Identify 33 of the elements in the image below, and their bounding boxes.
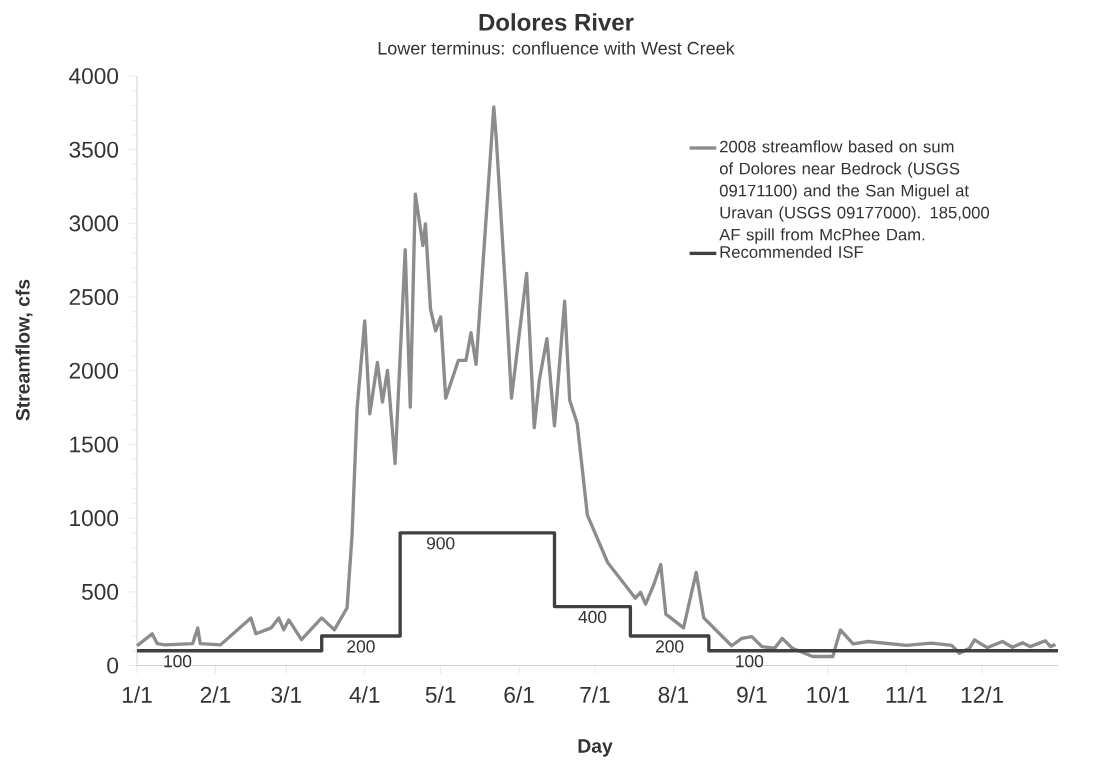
y-tick-label: 4000	[69, 67, 119, 85]
y-tick-label: 2500	[69, 289, 119, 306]
data-label: 100	[736, 655, 764, 668]
x-tick-label: 2/1	[200, 686, 231, 703]
y-axis-title: Streamflow, cfs	[15, 279, 33, 421]
x-axis-title: Day	[578, 739, 613, 757]
data-label: 200	[347, 640, 375, 653]
x-tick-label: 12/1	[961, 686, 1004, 703]
x-tick-label: 4/1	[349, 686, 380, 703]
x-tick-label: 1/1	[122, 686, 152, 703]
y-tick-label: 3500	[69, 141, 119, 158]
y-tick-label: 1500	[70, 436, 119, 453]
x-tick-label: 11/1	[886, 686, 927, 703]
legend-label: 2008 streamflow based on sum of Dolores near Bedrock (USGS 09171100) and the San Miguel at Uravan (USGS 09177000). 185,000 AF spill from McPhee Dam.	[719, 140, 990, 244]
chart-title: Dolores River	[479, 13, 634, 31]
chart-subtitle: Lower terminus: confluence with West Creek	[378, 41, 735, 55]
data-label: 200	[656, 640, 684, 653]
x-tick-label: 9/1	[737, 686, 767, 703]
y-tick-label: 1000	[70, 510, 119, 527]
y-tick-label: 500	[82, 583, 119, 600]
data-label: 900	[426, 537, 455, 550]
y-tick-label: 2000	[69, 362, 119, 379]
data-label: 100	[164, 655, 192, 668]
y-tick-label: 0	[107, 657, 119, 674]
x-tick-label: 3/1	[271, 686, 301, 703]
x-tick-label: 5/1	[425, 686, 456, 703]
legend-label: Recommended ISF	[720, 245, 864, 258]
x-tick-label: 7/1	[580, 686, 610, 703]
data-label: 400	[578, 610, 607, 624]
x-tick-label: 10/1	[807, 686, 849, 703]
x-tick-label: 6/1	[504, 686, 534, 703]
y-tick-label: 3000	[69, 215, 119, 232]
x-tick-label: 8/1	[658, 686, 689, 703]
